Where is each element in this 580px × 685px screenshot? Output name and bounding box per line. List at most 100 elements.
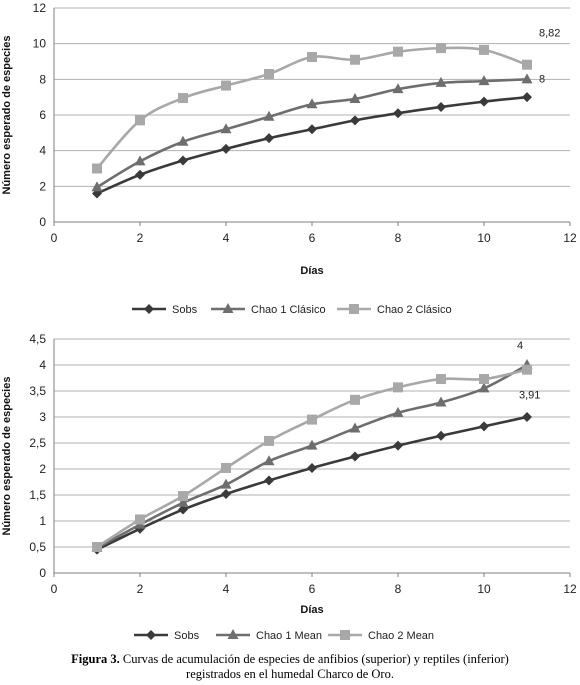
x-tick-label: 6 [309, 231, 316, 245]
data-point [306, 98, 318, 109]
y-tick-label: 6 [39, 108, 46, 122]
data-point [135, 514, 145, 525]
x-tick-label: 4 [223, 582, 230, 596]
data-point [522, 364, 532, 375]
data-point [264, 475, 274, 486]
y-tick-label: 4,5 [29, 332, 46, 346]
data-point [478, 75, 490, 86]
data-point [178, 504, 188, 515]
y-tick-label: 8 [39, 72, 46, 86]
legend-swatch-marker [340, 630, 350, 640]
data-point [436, 43, 446, 54]
data-point [393, 46, 403, 57]
y-tick-label: 0 [39, 566, 46, 580]
x-tick-label: 10 [477, 582, 491, 596]
legend-swatch-marker [144, 304, 154, 314]
legend-item: Chao 2 Mean [328, 630, 434, 642]
legend-swatch-marker [222, 303, 234, 313]
data-point [436, 374, 446, 385]
data-point [264, 435, 274, 446]
data-point [478, 382, 490, 393]
data-point [178, 93, 188, 104]
x-tick-label: 0 [51, 582, 58, 596]
x-tick-label: 2 [137, 582, 144, 596]
data-point [350, 451, 360, 462]
caption-label: Figura 3. [71, 652, 120, 666]
data-point [393, 382, 403, 393]
y-axis-title: Número esperado de especies [1, 36, 13, 195]
y-tick-label: 0,5 [29, 540, 46, 554]
data-point [307, 52, 317, 63]
data-point [221, 80, 231, 91]
data-point [91, 181, 103, 192]
data-point [392, 83, 404, 94]
data-point [307, 124, 317, 135]
y-tick-label: 3,5 [29, 384, 46, 398]
y-tick-label: 4 [39, 144, 46, 158]
chart-2: 0 0,5 1 1,5 2 2,5 3 3,5 4 4,5 0 2 4 6 8 10 12 Días Número … [1, 332, 577, 642]
data-point [221, 143, 231, 154]
x-tick-label: 6 [309, 582, 316, 596]
data-point [479, 421, 489, 432]
data-point [220, 123, 232, 134]
x-tick-label: 8 [395, 582, 402, 596]
data-point [134, 155, 146, 166]
caption-line-2: registrados en el humedal Charco de Oro. [186, 667, 394, 681]
x-tick-label: 12 [563, 231, 577, 245]
x-axis-title: Días [300, 604, 323, 616]
y-tick-label: 4 [39, 358, 46, 372]
data-point [436, 430, 446, 441]
data-point [92, 542, 102, 552]
data-point [479, 374, 489, 385]
data-point [350, 115, 360, 126]
data-point [135, 115, 145, 126]
chart-1: 0 2 4 6 8 10 12 0 2 4 6 8 10 12 Días Número esperado de… [1, 1, 577, 316]
y-tick-label: 1 [39, 514, 46, 528]
data-label: 4 [517, 340, 523, 352]
series-line-1 [96, 95, 528, 195]
y-tick-label: 3 [39, 410, 46, 424]
series-line-1 [96, 415, 528, 551]
data-point [522, 59, 532, 70]
data-point [435, 76, 447, 87]
data-point [220, 478, 232, 489]
data-point [178, 155, 188, 166]
data-point [393, 108, 403, 119]
data-point [435, 396, 447, 407]
data-point [264, 68, 274, 79]
data-point [350, 394, 360, 405]
data-point [436, 101, 446, 112]
data-point [263, 110, 275, 121]
x-tick-label: 8 [395, 231, 402, 245]
legend-swatch-marker [227, 629, 239, 639]
legend-item: Sobs [134, 630, 200, 642]
data-point [92, 163, 102, 174]
x-tick-label: 12 [563, 582, 577, 596]
legend-item: Chao 1 Clásico [211, 303, 326, 316]
data-label: 3,91 [519, 390, 540, 402]
legend-swatch-marker [146, 630, 156, 640]
data-point [221, 488, 231, 499]
data-point [349, 92, 361, 103]
legend-label: Chao 1 Mean [256, 630, 322, 642]
x-tick-label: 10 [477, 231, 491, 245]
legend-label: Sobs [174, 630, 200, 642]
legend-swatch-marker [349, 304, 359, 314]
data-label: 8 [539, 73, 545, 85]
data-point [178, 491, 188, 502]
y-tick-label: 2,5 [29, 436, 46, 450]
y-tick-label: 2 [39, 179, 46, 193]
legend-label: Chao 2 Clásico [377, 304, 452, 316]
data-point [177, 135, 189, 146]
legend-label: Chao 2 Mean [368, 630, 434, 642]
y-tick-label: 2 [39, 462, 46, 476]
y-tick-label: 10 [33, 37, 47, 51]
legend-label: Chao 1 Clásico [251, 304, 326, 316]
data-point [349, 422, 361, 433]
data-point [307, 414, 317, 425]
legend-label: Sobs [172, 304, 198, 316]
data-label: 8,82 [539, 28, 560, 40]
x-tick-label: 0 [51, 231, 58, 245]
data-point [263, 455, 275, 466]
